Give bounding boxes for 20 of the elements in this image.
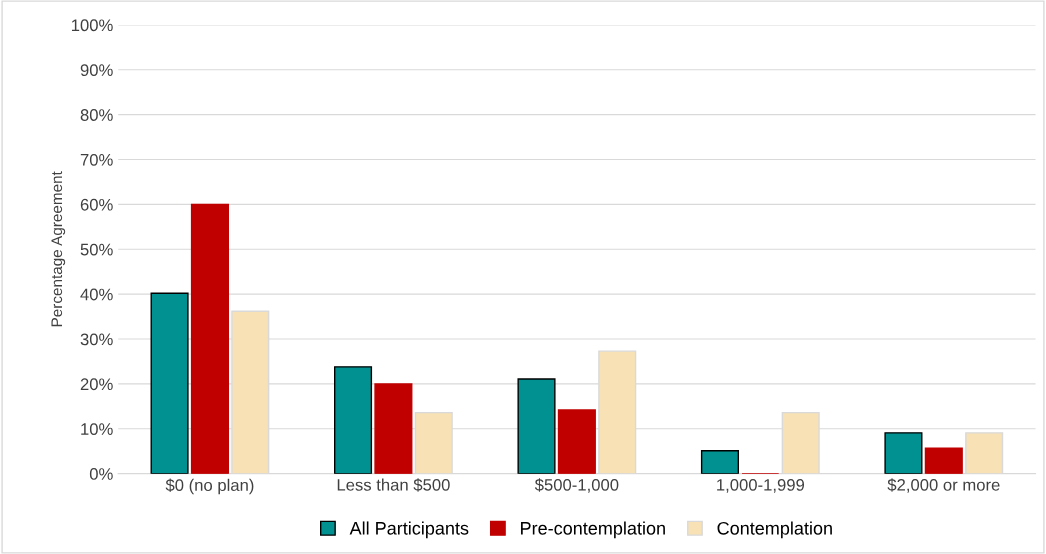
y-axis-title: Percentage Agreement [51,171,66,327]
x-tick-label: $2,000 or more [887,478,1000,493]
legend-label: Pre-contemplation [521,521,665,539]
y-tick-label: 80% [80,109,113,121]
y-tick-label: 30% [80,333,113,346]
legend-label: All Participants [349,521,469,539]
y-tick-label: 10% [81,423,113,435]
legend-label: Contemplation [717,521,832,539]
y-tick-label: 50% [80,243,113,256]
x-tick-label: $0 (no plan) [165,478,254,495]
y-tick-label: 60% [80,198,113,211]
y-tick-label: 20% [80,378,113,391]
x-tick-label: $500-1,000 [534,478,619,493]
y-tick-label: 70% [80,153,113,166]
y-tick-label: 100% [71,19,113,32]
x-tick-label: 1,000-1,999 [717,478,805,493]
y-tick-label: 0% [89,468,113,480]
x-tick-label: Less than $500 [337,478,450,492]
y-tick-label: 90% [80,64,113,77]
y-tick-label: 40% [80,288,113,301]
